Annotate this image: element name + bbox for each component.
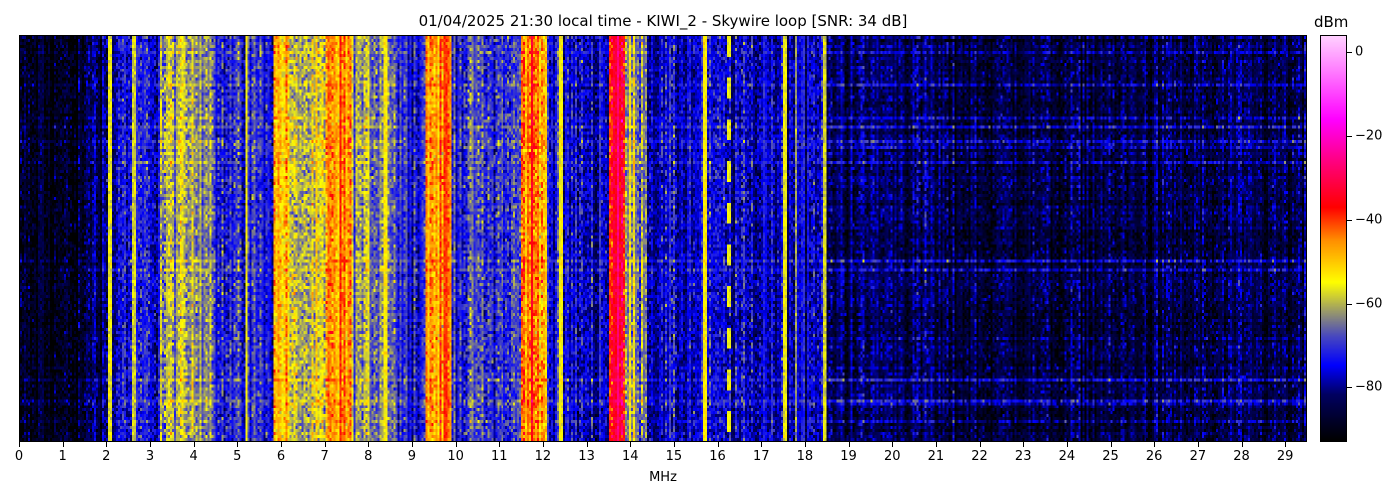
colorbar-title: dBm [1314, 13, 1349, 31]
x-tick-label: 11 [490, 449, 508, 464]
x-tick-label: 5 [233, 449, 242, 464]
x-tick-label: 21 [927, 449, 945, 464]
x-tick-label: 13 [578, 449, 595, 464]
x-tick-label: 6 [276, 449, 286, 464]
x-tick [848, 442, 850, 447]
x-tick-label: 2 [102, 449, 111, 464]
x-tick [19, 442, 20, 447]
colorbar [1320, 35, 1347, 442]
x-tick [499, 442, 501, 447]
x-tick [1197, 442, 1199, 447]
colorbar-tick-label: −20 [1355, 128, 1383, 144]
x-tick [368, 442, 370, 447]
x-tick [717, 442, 719, 447]
chart-title: 01/04/2025 21:30 local time - KIWI_2 - S… [418, 12, 908, 30]
x-tick [455, 442, 457, 447]
x-tick [324, 442, 326, 447]
x-tick-label: 10 [447, 449, 464, 464]
x-tick [62, 442, 64, 447]
x-tick [979, 442, 981, 447]
x-tick-label: 26 [1145, 449, 1163, 464]
x-tick [586, 442, 588, 447]
x-tick-label: 15 [665, 449, 683, 464]
x-tick-label: 29 [1276, 449, 1294, 464]
x-tick-label: 4 [189, 449, 198, 464]
x-tick-label: 22 [971, 449, 988, 464]
x-tick [892, 442, 894, 447]
x-tick [237, 442, 239, 447]
x-tick [1285, 442, 1287, 447]
x-tick-label: 14 [621, 449, 639, 464]
x-tick-label: 27 [1189, 449, 1207, 464]
x-tick-label: 8 [364, 449, 373, 464]
x-tick [935, 442, 937, 447]
colorbar-tick-label: −40 [1355, 212, 1383, 228]
x-tick-label: 24 [1058, 449, 1076, 464]
x-tick [149, 442, 151, 447]
x-tick-label: 25 [1102, 449, 1119, 464]
x-tick-label: 17 [752, 449, 770, 464]
x-tick [761, 442, 763, 447]
colorbar-tick-label: −80 [1355, 379, 1383, 395]
x-tick-label: 3 [145, 449, 155, 464]
x-tick-label: 28 [1233, 449, 1250, 464]
x-tick-label: 19 [840, 449, 857, 464]
waterfall-plot-area [19, 35, 1307, 442]
x-tick-label: 23 [1014, 449, 1032, 464]
x-tick [630, 442, 632, 447]
x-tick [1241, 442, 1243, 447]
x-tick [1154, 442, 1156, 447]
x-tick [411, 442, 413, 447]
colorbar-tick [1347, 387, 1352, 389]
x-tick-label: 18 [796, 449, 814, 464]
x-tick-label: 20 [883, 449, 901, 464]
colorbar-tick [1347, 135, 1352, 137]
x-tick [673, 442, 675, 447]
x-axis-title: MHz [649, 470, 677, 485]
x-tick-label: 0 [14, 449, 24, 464]
colorbar-tick-label: −60 [1355, 296, 1383, 312]
colorbar-tick [1347, 51, 1352, 53]
x-tick [106, 442, 108, 447]
x-tick-label: 16 [709, 449, 726, 464]
x-tick [804, 442, 806, 447]
colorbar-tick-label: 0 [1355, 44, 1364, 60]
x-tick [1066, 442, 1068, 447]
x-tick [1110, 442, 1112, 447]
waterfall-heatmap [20, 36, 1306, 441]
x-tick-label: 12 [534, 449, 552, 464]
x-tick [280, 442, 282, 447]
colorbar-tick [1347, 219, 1352, 221]
x-tick-label: 1 [58, 449, 67, 464]
x-tick [1023, 442, 1025, 447]
x-tick [193, 442, 195, 447]
colorbar-tick [1347, 303, 1352, 305]
x-tick-label: 7 [320, 449, 329, 464]
x-tick-label: 9 [407, 449, 417, 464]
x-tick [542, 442, 544, 447]
